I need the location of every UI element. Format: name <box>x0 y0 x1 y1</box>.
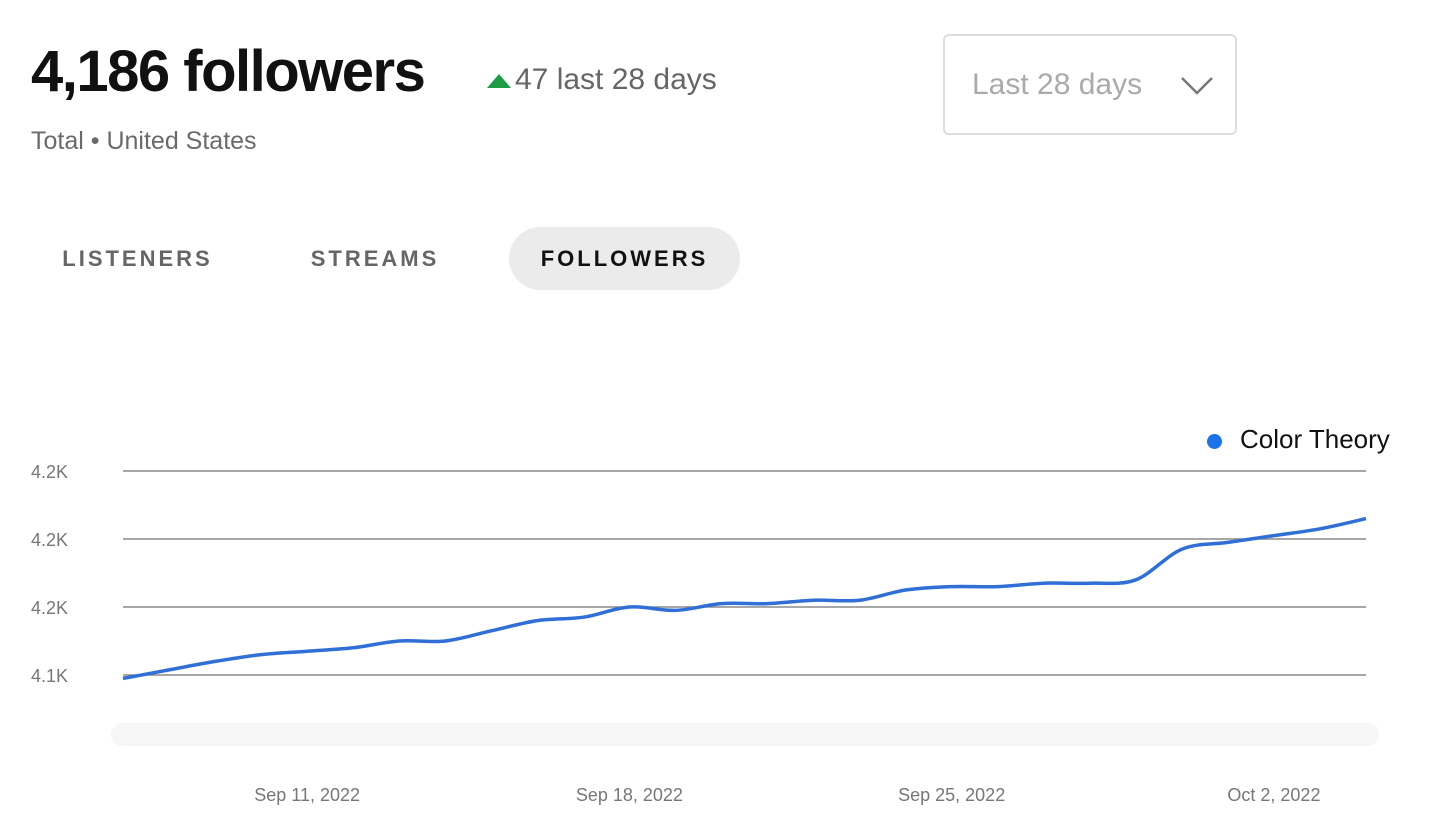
y-tick-label: 4.2K <box>31 530 68 550</box>
tab-listeners[interactable]: LISTENERS <box>62 245 213 271</box>
delta-text: 47 last 28 days <box>515 63 717 96</box>
x-tick-label: Sep 25, 2022 <box>898 785 1005 805</box>
x-tick-label: Sep 11, 2022 <box>254 785 360 805</box>
chart-legend: Color Theory <box>1207 424 1390 455</box>
up-triangle-icon <box>487 74 511 88</box>
date-range-value: Last 28 days <box>972 67 1143 101</box>
x-tick-label: Oct 2, 2022 <box>1227 785 1320 805</box>
legend-label: Color Theory <box>1240 424 1390 454</box>
follower-count-heading: 4,186 followers <box>31 39 426 104</box>
y-tick-label: 4.1K <box>31 666 68 686</box>
chevron-down-icon <box>1181 77 1213 95</box>
y-tick-label: 4.2K <box>31 598 68 618</box>
x-tick-label: Sep 18, 2022 <box>576 785 683 805</box>
legend-dot-icon <box>1207 434 1222 449</box>
y-tick-label: 4.2K <box>31 462 68 482</box>
series-line-color-theory <box>122 516 1367 681</box>
tab-followers[interactable]: FOLLOWERS <box>509 227 740 290</box>
date-range-select[interactable]: Last 28 days <box>943 34 1237 135</box>
chart-scrollbar[interactable] <box>111 723 1379 746</box>
follower-delta: 47 last 28 days <box>487 63 717 97</box>
follower-scope-subtitle: Total • United States <box>31 127 257 155</box>
tab-streams[interactable]: STREAMS <box>310 245 440 271</box>
